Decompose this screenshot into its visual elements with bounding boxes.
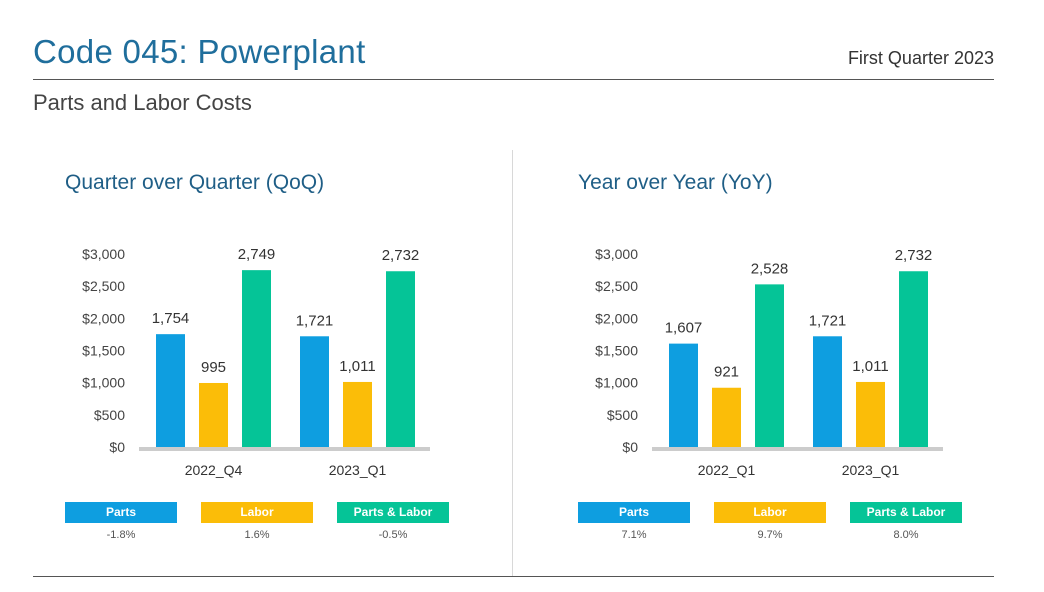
- yoy-data-label: 2,732: [895, 247, 933, 264]
- qoq-bar-labor: [199, 383, 228, 447]
- qoq-chart-title: Quarter over Quarter (QoQ): [65, 171, 324, 195]
- qoq-bar-parts-and-labor: [386, 271, 415, 447]
- yoy-category-label: 2023_Q1: [842, 462, 900, 478]
- yoy-data-label: 1,721: [809, 312, 847, 329]
- legend-labor: Labor: [201, 502, 313, 523]
- yoy-bar-labor: [712, 388, 741, 447]
- qoq-panel: Quarter over Quarter (QoQ) $0 $500 $1,000 $…: [65, 150, 535, 570]
- qoq-category-label: 2022_Q4: [185, 462, 243, 478]
- qoq-data-label: 1,721: [296, 312, 334, 329]
- yoy-bar-parts-and-labor: [755, 284, 784, 447]
- yoy-bar-parts: [669, 344, 698, 447]
- qoq-labor-change: 1.6%: [201, 529, 313, 541]
- qoq-data-label: 2,732: [382, 247, 420, 264]
- legend-parts: Parts: [578, 502, 690, 523]
- footer-rule: [33, 576, 994, 577]
- qoq-data-label: 1,754: [152, 310, 190, 327]
- qoq-y-tick-label: $0: [109, 439, 125, 455]
- qoq-data-label: 995: [201, 359, 226, 376]
- yoy-chart-title: Year over Year (YoY): [578, 171, 773, 195]
- yoy-category-label: 2022_Q1: [698, 462, 756, 478]
- yoy-parts-labor-change: 8.0%: [850, 529, 962, 541]
- qoq-y-tick-label: $2,000: [82, 310, 125, 326]
- yoy-y-tick-label: $3,000: [595, 246, 638, 262]
- yoy-bar-chart: $0 $500 $1,000 $1,500 $2,000 $2,500 $3,000 1,60…: [578, 240, 978, 490]
- yoy-y-tick-label: $2,000: [595, 310, 638, 326]
- yoy-data-label: 1,011: [852, 358, 888, 375]
- qoq-x-axis-line: [139, 447, 430, 451]
- qoq-category-label: 2023_Q1: [329, 462, 387, 478]
- qoq-y-tick-label: $2,500: [82, 278, 125, 294]
- yoy-y-tick-label: $500: [607, 407, 638, 423]
- yoy-y-tick-label: $1,500: [595, 343, 638, 359]
- qoq-data-label: 2,749: [238, 246, 276, 263]
- legend-parts-labor: Parts & Labor: [337, 502, 449, 523]
- header-rule: [33, 79, 994, 80]
- qoq-y-tick-label: $1,500: [82, 343, 125, 359]
- qoq-bar-parts-and-labor: [242, 270, 271, 447]
- legend-labor: Labor: [714, 502, 826, 523]
- qoq-data-label: 1,011: [339, 358, 375, 375]
- yoy-bar-labor: [856, 382, 885, 447]
- qoq-parts-change: -1.8%: [65, 529, 177, 541]
- yoy-labor-change: 9.7%: [714, 529, 826, 541]
- qoq-y-tick-label: $500: [94, 407, 125, 423]
- yoy-y-tick-label: $1,000: [595, 375, 638, 391]
- yoy-data-label: 2,528: [751, 260, 789, 277]
- qoq-bar-labor: [343, 382, 372, 447]
- yoy-y-tick-label: $0: [622, 439, 638, 455]
- qoq-bar-parts: [156, 334, 185, 447]
- yoy-bar-parts-and-labor: [899, 271, 928, 447]
- yoy-x-axis-line: [652, 447, 943, 451]
- yoy-y-tick-label: $2,500: [595, 278, 638, 294]
- legend-parts: Parts: [65, 502, 177, 523]
- qoq-bar-chart: $0 $500 $1,000 $1,500 $2,000 $2,500 $3,000 1,75…: [65, 240, 465, 490]
- qoq-y-tick-label: $3,000: [82, 246, 125, 262]
- yoy-data-label: 1,607: [665, 320, 703, 337]
- qoq-bar-parts: [300, 336, 329, 447]
- yoy-data-label: 921: [714, 364, 739, 381]
- yoy-parts-change: 7.1%: [578, 529, 690, 541]
- page-title: Code 045: Powerplant: [33, 33, 366, 71]
- legend-parts-labor: Parts & Labor: [850, 502, 962, 523]
- yoy-bar-parts: [813, 336, 842, 447]
- qoq-y-tick-label: $1,000: [82, 375, 125, 391]
- yoy-panel: Year over Year (YoY) $0 $500 $1,000 $1,500 $…: [578, 150, 1044, 570]
- reporting-period: First Quarter 2023: [848, 48, 994, 69]
- qoq-parts-labor-change: -0.5%: [337, 529, 449, 541]
- page-subtitle: Parts and Labor Costs: [33, 90, 252, 116]
